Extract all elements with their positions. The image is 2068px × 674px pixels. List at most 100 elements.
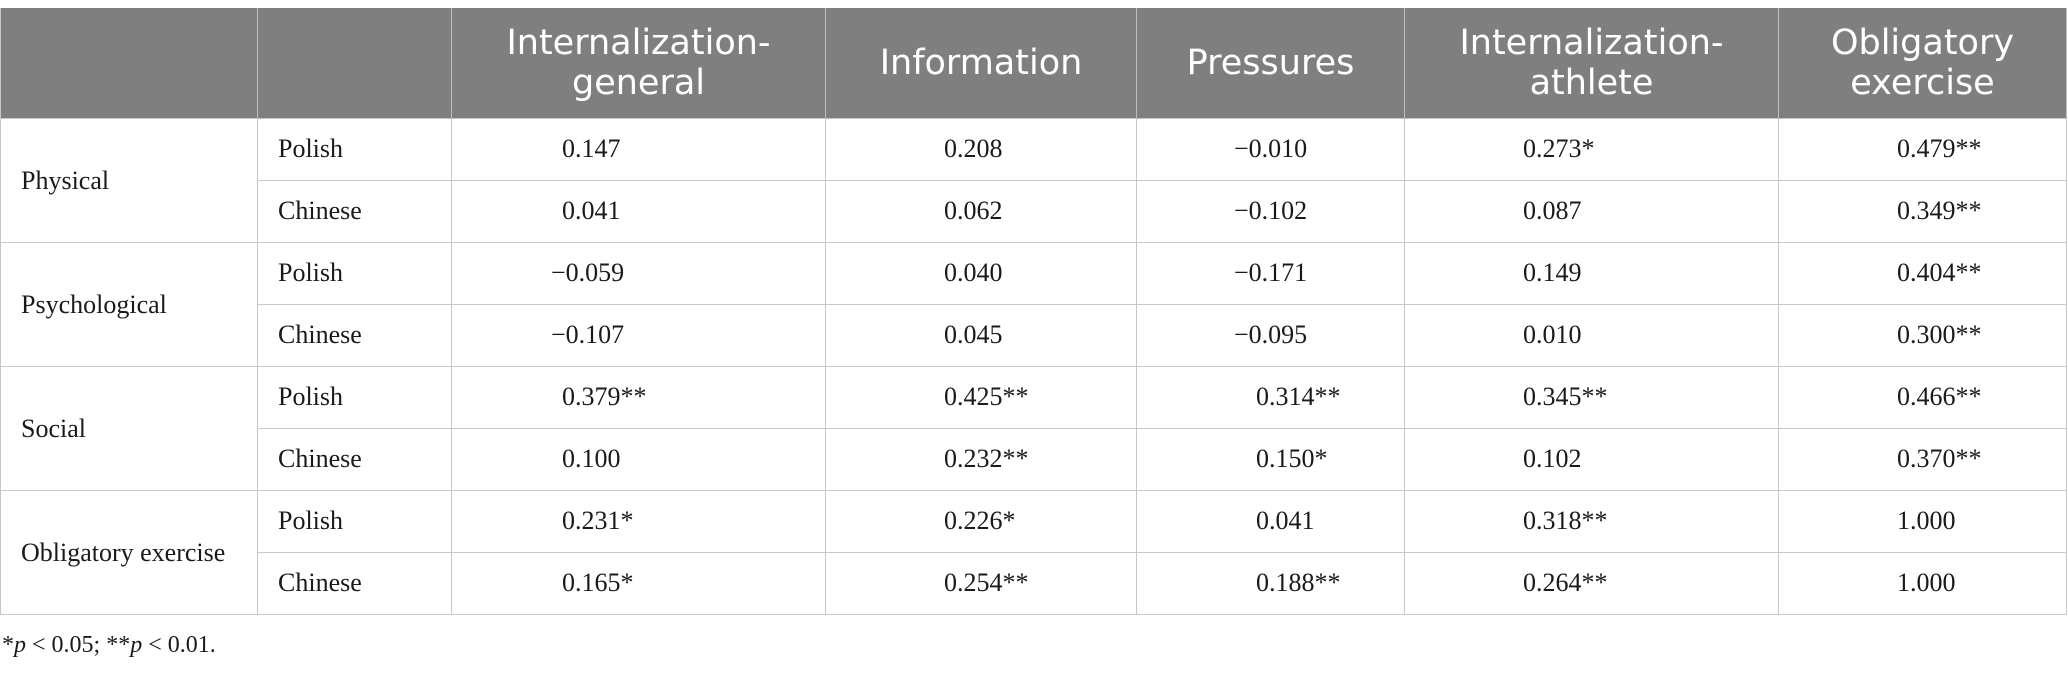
value-cell: −0.107 <box>451 303 826 367</box>
value-cell: 0.379** <box>451 365 826 429</box>
value-cell: 0.188** <box>1136 551 1405 615</box>
value-text: 0.264** <box>1523 568 1608 597</box>
footnote-p-symbol: p <box>130 632 143 658</box>
header-line: Obligatory <box>1830 22 2015 63</box>
value-text: 0.300** <box>1897 320 1982 349</box>
value-text: 0.208 <box>944 134 1003 163</box>
value-text: 0.040 <box>944 258 1003 287</box>
value-text: 0.254** <box>944 568 1029 597</box>
language-label: Polish <box>257 489 452 553</box>
value-cell: 0.254** <box>825 551 1137 615</box>
footnote-threshold-1: < 0.05; ** <box>26 632 131 658</box>
table-body: Physical Polish 0.147 0.208 −0.010 0.273… <box>0 117 2067 615</box>
header-line: Internalization- <box>1459 22 1724 63</box>
table-row: Chinese 0.165* 0.254** 0.188** 0.264** 1… <box>1 551 2067 615</box>
header-obligatory-exercise: Obligatory exercise <box>1778 8 2067 118</box>
value-text: 1.000 <box>1897 568 1956 597</box>
value-cell: 0.208 <box>825 117 1137 181</box>
value-cell: −0.171 <box>1136 241 1405 305</box>
value-cell: 0.345** <box>1404 365 1779 429</box>
value-cell: 0.404** <box>1778 241 2067 305</box>
value-cell: 0.102 <box>1404 427 1779 491</box>
footnote-p-symbol: p <box>14 632 26 658</box>
correlation-table: Internalization- general Information Pre… <box>0 8 2067 615</box>
value-cell: 0.232** <box>825 427 1137 491</box>
table-row: Obligatory exercise Polish 0.231* 0.226*… <box>0 489 2067 615</box>
row-group-label: Obligatory exercise <box>0 489 258 615</box>
value-cell: 0.165* <box>451 551 826 615</box>
value-text: 0.231* <box>562 506 634 535</box>
value-text: 0.232** <box>944 444 1029 473</box>
value-cell: 0.479** <box>1778 117 2067 181</box>
table-row: Physical Polish 0.147 0.208 −0.010 0.273… <box>0 117 2067 243</box>
value-cell: 0.149 <box>1404 241 1779 305</box>
header-line: general <box>571 62 706 103</box>
value-cell: 0.100 <box>451 427 826 491</box>
value-cell: 1.000 <box>1778 489 2067 553</box>
value-cell: 0.147 <box>451 117 826 181</box>
language-label: Polish <box>257 365 452 429</box>
value-text: 0.370** <box>1897 444 1982 473</box>
value-text: 0.404** <box>1897 258 1982 287</box>
table-row: Chinese 0.100 0.232** 0.150* 0.102 0.370… <box>1 427 2067 491</box>
row-group-label: Social <box>0 365 258 491</box>
table-row: Psychological Polish −0.059 0.040 −0.171… <box>0 241 2067 367</box>
value-text: 0.479** <box>1897 134 1982 163</box>
value-cell: 0.010 <box>1404 303 1779 367</box>
value-cell: −0.010 <box>1136 117 1405 181</box>
header-information: Information <box>825 8 1137 118</box>
language-label: Polish <box>257 241 452 305</box>
header-line: athlete <box>1529 62 1654 103</box>
value-cell: 0.264** <box>1404 551 1779 615</box>
value-cell: 0.300** <box>1778 303 2067 367</box>
language-label: Chinese <box>257 303 452 367</box>
table-row: Social Polish 0.379** 0.425** 0.314** 0.… <box>0 365 2067 491</box>
table-footnote: *p < 0.05; **p < 0.01. <box>2 632 216 659</box>
value-cell: 0.425** <box>825 365 1137 429</box>
value-text: 0.466** <box>1897 382 1982 411</box>
value-text: 0.379** <box>562 382 647 411</box>
value-cell: 1.000 <box>1778 551 2067 615</box>
language-label: Chinese <box>257 551 452 615</box>
value-text: 0.318** <box>1523 506 1608 535</box>
value-text: −0.059 <box>551 258 625 287</box>
value-cell: 0.062 <box>825 179 1137 243</box>
value-cell: 0.087 <box>1404 179 1779 243</box>
value-text: 0.100 <box>562 444 621 473</box>
table-row: Chinese −0.107 0.045 −0.095 0.010 0.300*… <box>1 303 2067 367</box>
value-cell: 0.041 <box>451 179 826 243</box>
row-group-label: Psychological <box>0 241 258 367</box>
value-cell: 0.045 <box>825 303 1137 367</box>
value-cell: 0.040 <box>825 241 1137 305</box>
value-text: 0.150* <box>1256 444 1328 473</box>
value-text: 0.425** <box>944 382 1029 411</box>
value-cell: 0.226* <box>825 489 1137 553</box>
language-label: Chinese <box>257 427 452 491</box>
value-text: −0.102 <box>1234 196 1308 225</box>
value-cell: 0.370** <box>1778 427 2067 491</box>
value-cell: 0.314** <box>1136 365 1405 429</box>
header-internalization-athlete: Internalization- athlete <box>1404 8 1779 118</box>
value-text: 0.226* <box>944 506 1016 535</box>
value-text: −0.095 <box>1234 320 1308 349</box>
value-text: 0.062 <box>944 196 1003 225</box>
footnote-star: * <box>2 632 14 658</box>
value-text: 0.041 <box>562 196 621 225</box>
value-text: −0.107 <box>551 320 625 349</box>
value-text: 0.041 <box>1256 506 1315 535</box>
value-text: 0.345** <box>1523 382 1608 411</box>
header-line: exercise <box>1850 62 1995 103</box>
value-text: 1.000 <box>1897 506 1956 535</box>
language-label: Polish <box>257 117 452 181</box>
header-cell-empty-2 <box>257 8 452 118</box>
value-cell: 0.150* <box>1136 427 1405 491</box>
value-text: 0.314** <box>1256 382 1341 411</box>
value-cell: 0.231* <box>451 489 826 553</box>
value-text: −0.171 <box>1234 258 1308 287</box>
value-cell: 0.349** <box>1778 179 2067 243</box>
value-cell: 0.041 <box>1136 489 1405 553</box>
header-row: Internalization- general Information Pre… <box>0 8 2067 118</box>
header-line: Internalization- <box>506 22 771 63</box>
table-row: Chinese 0.041 0.062 −0.102 0.087 0.349** <box>1 179 2067 243</box>
value-text: 0.102 <box>1523 444 1582 473</box>
